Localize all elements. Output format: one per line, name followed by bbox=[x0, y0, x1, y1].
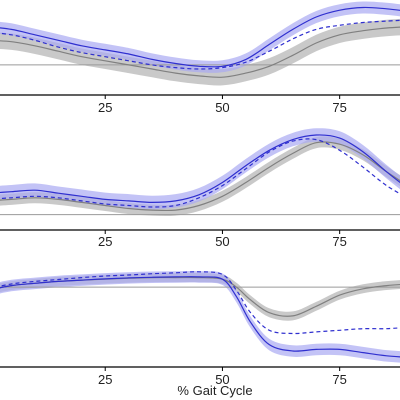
chart-panels: 25 50 75 25 50 75 25 50 75 bbox=[0, 1, 400, 387]
x-tick-label: 25 bbox=[98, 100, 112, 115]
reference-mean-line bbox=[0, 141, 400, 212]
panel-3: 25 50 75 bbox=[0, 270, 400, 387]
x-tick-label: 50 bbox=[215, 372, 229, 387]
x-axis-title: % Gait Cycle bbox=[177, 383, 252, 398]
series-1-mean-line bbox=[0, 6, 400, 68]
x-tick-label: 25 bbox=[98, 234, 112, 249]
reference-band bbox=[0, 136, 400, 217]
x-tick-label: 75 bbox=[332, 100, 346, 115]
panel-2: 25 50 75 bbox=[0, 128, 400, 249]
series-1-mean-line bbox=[0, 276, 400, 358]
x-tick-label: 75 bbox=[332, 234, 346, 249]
series-1-band bbox=[0, 1, 400, 73]
x-tick-label: 50 bbox=[215, 100, 229, 115]
series-1-mean-line bbox=[0, 134, 400, 204]
x-tick-label: 50 bbox=[215, 234, 229, 249]
panel-1: 25 50 75 bbox=[0, 1, 400, 115]
reference-mean-line bbox=[0, 26, 400, 78]
series-2-mean-line bbox=[0, 138, 400, 208]
series-1-band bbox=[0, 128, 400, 210]
x-tick-label: 75 bbox=[332, 372, 346, 387]
series-2-mean-line bbox=[0, 271, 400, 335]
x-tick-label: 25 bbox=[98, 372, 112, 387]
series-2-mean-line bbox=[0, 19, 400, 70]
series-1-band bbox=[0, 270, 400, 363]
